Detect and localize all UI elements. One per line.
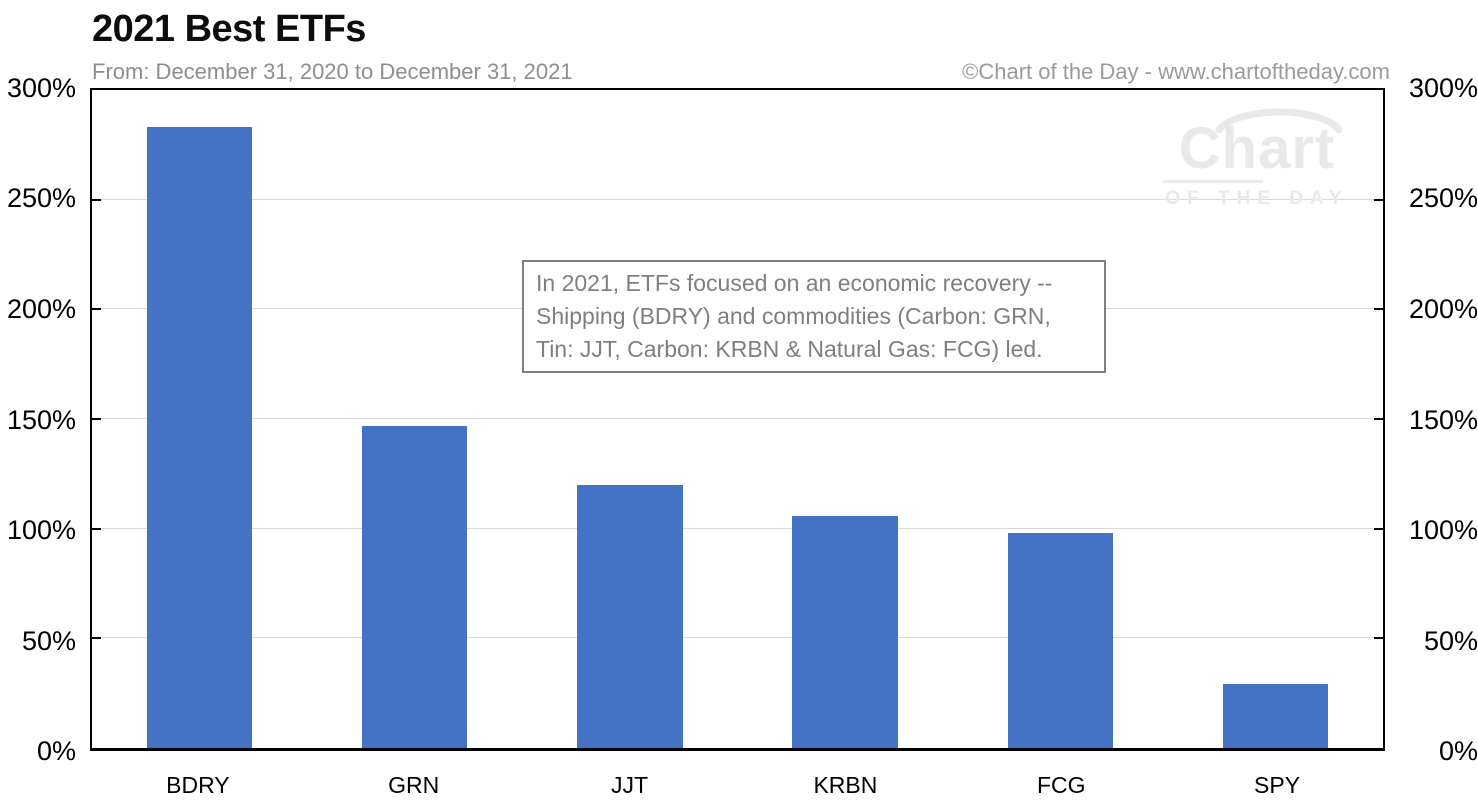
y-axis-label-right-250: 250% xyxy=(1408,183,1478,214)
bars-container xyxy=(92,90,1383,748)
bar-krbn xyxy=(792,515,898,748)
bar-column-spy xyxy=(1168,90,1383,748)
y-tick-left-50 xyxy=(92,637,101,640)
y-tick-left-250 xyxy=(92,198,101,201)
y-axis-label-left-300: 300% xyxy=(6,73,76,103)
gridline-250 xyxy=(92,198,1383,200)
watermark-logo: Chart OF THE DAY xyxy=(1161,108,1353,210)
gridline-50 xyxy=(92,637,1383,639)
y-tick-right-50 xyxy=(1374,637,1383,640)
plot-area: Chart OF THE DAY In 2021, ETFs focused o… xyxy=(90,88,1385,751)
bar-column-grn xyxy=(307,90,522,748)
x-axis-label-jjt: JJT xyxy=(611,772,649,798)
bar-fcg xyxy=(1007,533,1113,748)
page-title: 2021 Best ETFs xyxy=(92,8,366,50)
y-axis-label-left-150: 150% xyxy=(6,404,76,435)
y-tick-right-200 xyxy=(1374,308,1383,311)
y-tick-left-150 xyxy=(92,418,101,420)
bar-jjt xyxy=(577,484,683,748)
y-axis-label-right-150: 150% xyxy=(1408,404,1478,435)
bar-column-fcg xyxy=(953,90,1168,748)
y-tick-right-150 xyxy=(1374,418,1383,420)
x-axis-label-fcg: FCG xyxy=(1036,772,1086,798)
y-tick-right-250 xyxy=(1374,198,1383,201)
annotation-box: In 2021, ETFs focused on an economic rec… xyxy=(522,260,1106,373)
y-tick-left-200 xyxy=(92,308,101,311)
y-tick-left-100 xyxy=(92,527,101,530)
bar-spy xyxy=(1222,684,1329,748)
annotation-line: In 2021, ETFs focused on an economic rec… xyxy=(536,270,1053,296)
x-axis-label-bdry: BDRY xyxy=(166,772,230,798)
y-axis-label-right-300: 300% xyxy=(1408,73,1478,103)
y-axis-label-right-50: 50% xyxy=(1423,625,1478,656)
y-axis-label-left-0: 0% xyxy=(36,736,76,766)
copyright-attribution: ©Chart of the Day - www.chartoftheday.co… xyxy=(962,59,1390,84)
watermark-arc-icon xyxy=(1215,108,1343,134)
y-axis-label-right-0: 0% xyxy=(1438,736,1478,766)
date-range-subtitle: From: December 31, 2020 to December 31, … xyxy=(92,59,573,84)
y-axis-label-left-250: 250% xyxy=(6,183,76,214)
y-tick-right-100 xyxy=(1374,527,1383,530)
x-axis-labels: BDRY GRN JJT KRBN FCG SPY xyxy=(90,766,1385,804)
bar-grn xyxy=(362,425,468,748)
x-axis-label-krbn: KRBN xyxy=(813,772,878,798)
gridline-100 xyxy=(92,527,1383,529)
watermark-text-chart: Chart xyxy=(1178,116,1336,181)
y-axis-label-right-200: 200% xyxy=(1408,293,1478,324)
y-axis-label-left-100: 100% xyxy=(6,514,76,545)
y-axis-label-left-200: 200% xyxy=(6,293,76,324)
y-axis-label-left-50: 50% xyxy=(21,625,76,656)
x-axis-label-grn: GRN xyxy=(388,772,440,798)
bar-bdry xyxy=(146,127,253,748)
annotation-line: Shipping (BDRY) and commodities (Carbon:… xyxy=(536,303,1051,329)
bar-column-krbn xyxy=(738,90,953,748)
watermark-text-of-the-day: OF THE DAY xyxy=(1165,188,1349,209)
gridline-150 xyxy=(92,418,1383,419)
bar-column-jjt xyxy=(522,90,737,748)
y-axis-labels-left: 0% 50% 100% 150% 200% 250% 300% xyxy=(0,73,76,766)
bar-column-bdry xyxy=(92,90,307,748)
watermark-underline xyxy=(1163,180,1263,183)
x-axis-label-spy: SPY xyxy=(1254,772,1301,798)
y-axis-label-right-100: 100% xyxy=(1408,514,1478,545)
y-axis-labels-right: 0% 50% 100% 150% 200% 250% 300% xyxy=(1402,73,1478,766)
annotation-line: Tin: JJT, Carbon: KRBN & Natural Gas: FC… xyxy=(536,336,1043,362)
